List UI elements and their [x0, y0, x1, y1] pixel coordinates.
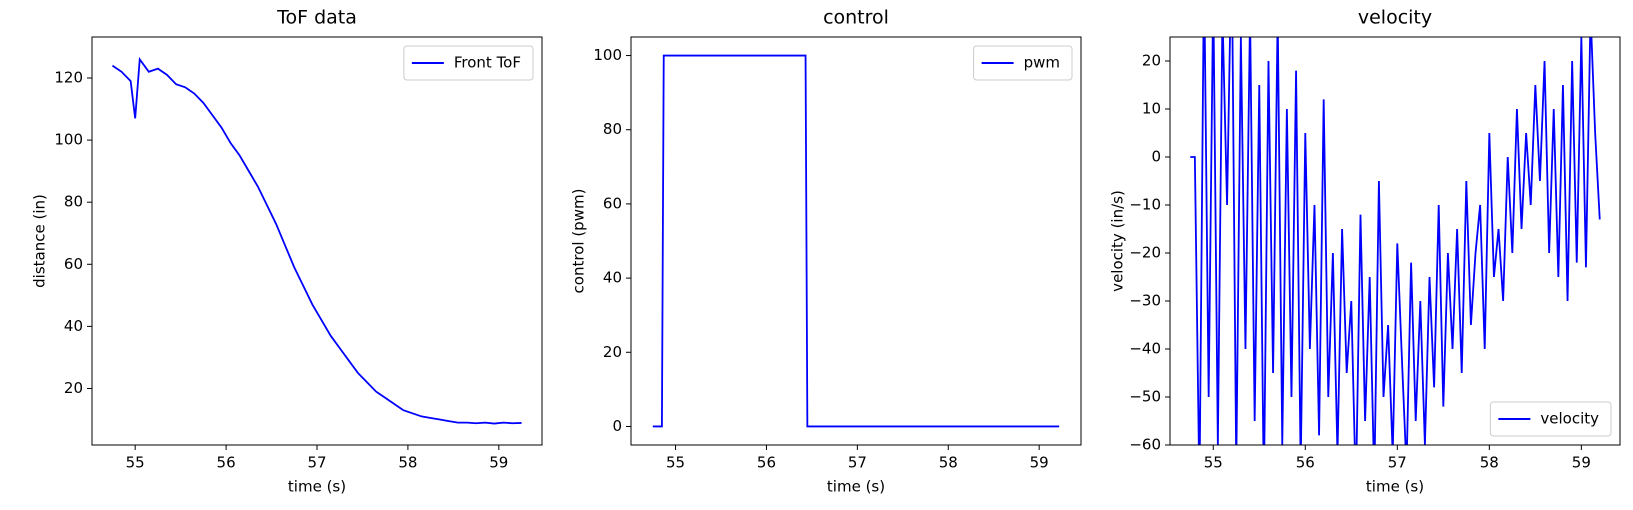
legend-label: velocity: [1540, 410, 1599, 428]
y-tick-label: 40: [603, 269, 622, 287]
legend-box: [973, 45, 1073, 81]
x-tick-label: 59: [1030, 454, 1049, 472]
x-tick-label: 58: [398, 454, 417, 472]
x-tick-label: 58: [939, 454, 958, 472]
y-tick-label: 20: [1142, 52, 1161, 70]
legend: Front ToF: [403, 45, 534, 81]
x-axis-label: time (s): [288, 478, 346, 496]
y-tick-label: 40: [64, 317, 83, 335]
x-tick-label: 57: [307, 454, 326, 472]
y-tick-label: 100: [593, 46, 622, 64]
chart-title: ToF data: [276, 7, 357, 29]
subplot: control 55 56 57 58 59 0 20 40 60 80 100 time (s) con…: [570, 7, 1082, 496]
x-tick-label: 55: [1204, 454, 1223, 472]
y-axis-label: distance (in): [31, 194, 49, 288]
axes-frame: [91, 36, 543, 446]
y-tick-label: 80: [603, 120, 622, 138]
x-tick-label: 57: [1388, 454, 1407, 472]
x-tick-label: 57: [848, 454, 867, 472]
x-tick-label: 55: [666, 454, 685, 472]
y-tick-label: 10: [1142, 100, 1161, 118]
y-axis-label: control (pwm): [570, 189, 588, 294]
line-series: [652, 54, 1060, 428]
y-tick-label: 20: [64, 379, 83, 397]
y-tick-label: 120: [54, 68, 83, 86]
legend-box: [403, 45, 534, 81]
x-tick-label: 56: [217, 454, 236, 472]
line-series: [1190, 37, 1601, 445]
x-axis-label: time (s): [827, 478, 885, 496]
x-tick-label: 58: [1480, 454, 1499, 472]
y-tick-label: −10: [1129, 196, 1161, 214]
y-tick-label: 0: [612, 417, 622, 435]
subplot: ToF data 55 56 57 58 59 20 40 60 80 100 120 time (s)…: [31, 7, 543, 496]
y-tick-label: −40: [1129, 340, 1161, 358]
legend: pwm: [973, 45, 1073, 81]
y-tick-label: 80: [64, 193, 83, 211]
x-tick-label: 56: [1296, 454, 1315, 472]
x-axis-label: time (s): [1366, 478, 1424, 496]
legend: velocity: [1489, 401, 1612, 437]
y-tick-label: 60: [603, 194, 622, 212]
line-series: [111, 56, 522, 425]
legend-box: [1489, 401, 1612, 437]
y-tick-label: −30: [1129, 292, 1161, 310]
y-axis-label: velocity (in/s): [1109, 190, 1127, 292]
y-tick-label: −60: [1129, 436, 1161, 454]
subplot: velocity 55 56 57 58 59 −60 −50 −40 −30 −20 −10 0 10 2…: [1109, 7, 1621, 496]
axes-frame: [1169, 36, 1621, 446]
chart-title: control: [823, 7, 889, 29]
x-tick-label: 56: [757, 454, 776, 472]
y-tick-label: 60: [64, 255, 83, 273]
x-tick-label: 55: [126, 454, 145, 472]
legend-label: pwm: [1024, 54, 1060, 72]
y-tick-label: 0: [1151, 148, 1161, 166]
axes-frame: [630, 36, 1082, 446]
chart-title: velocity: [1358, 7, 1432, 29]
x-tick-label: 59: [1572, 454, 1591, 472]
legend-label: Front ToF: [454, 54, 521, 72]
y-tick-label: 100: [54, 131, 83, 149]
y-tick-label: −50: [1129, 388, 1161, 406]
y-tick-label: 20: [603, 343, 622, 361]
x-tick-label: 59: [489, 454, 508, 472]
y-tick-label: −20: [1129, 244, 1161, 262]
